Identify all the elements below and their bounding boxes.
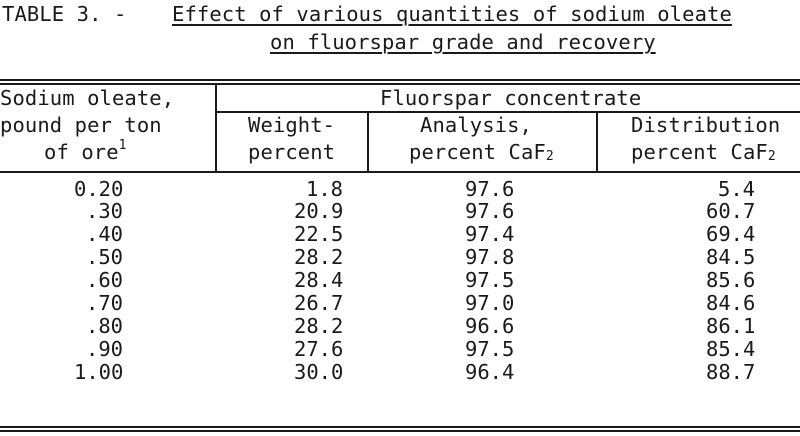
cell-oleate: .50 [86,245,124,269]
divider-col3 [596,112,598,172]
cell-analysis: 97.6 [465,199,515,223]
header-analysis-text: percent CaF [409,140,546,164]
header-oleate-text: of ore [44,140,119,164]
cell-weight: 28.2 [294,314,344,338]
cell-analysis: 97.0 [465,291,515,315]
cell-weight: 22.5 [294,222,344,246]
header-weight-line1: Weight- [248,113,336,137]
table-row: .50 28.2 97.8 84.5 [0,245,800,269]
cell-analysis: 97.5 [465,337,515,361]
table-row: .40 22.5 97.4 69.4 [0,222,800,246]
divider-col1 [215,84,217,172]
table-row: .60 28.4 97.5 85.6 [0,268,800,292]
cell-oleate: 1.00 [74,360,124,384]
cell-oleate: .80 [86,314,124,338]
cell-analysis: 97.4 [465,222,515,246]
table-title-line1: Effect of various quantities of sodium o… [172,2,732,26]
cell-analysis: 96.4 [465,360,515,384]
header-distribution-line2: percent CaF2 [631,140,776,164]
footnote-marker: 1 [118,138,127,154]
table-top-rule-2 [0,83,800,85]
cell-oleate: .40 [86,222,124,246]
cell-distribution: 84.6 [706,291,756,315]
table-bottom-rule [0,426,800,428]
group-header-rule [216,111,800,113]
header-distribution-line1: Distribution [631,113,781,137]
subscript-2: 2 [545,149,554,164]
cell-weight: 26.7 [294,291,344,315]
cell-weight: 30.0 [294,360,344,384]
cell-distribution: 86.1 [706,314,756,338]
cell-analysis: 97.6 [465,177,515,201]
table-label: TABLE 3. - [2,2,127,26]
cell-oleate: .60 [86,268,124,292]
header-oleate-line2: pound per ton [0,113,162,137]
table-row: .30 20.9 97.6 60.7 [0,199,800,223]
cell-weight: 20.9 [294,199,344,223]
header-fluorspar-concentrate: Fluorspar concentrate [380,86,642,110]
cell-distribution: 88.7 [706,360,756,384]
table-title-line2: on fluorspar grade and recovery [270,30,656,54]
cell-analysis: 96.6 [465,314,515,338]
table-row: .90 27.6 97.5 85.4 [0,337,800,361]
header-oleate-line3: of ore1 [44,138,127,164]
cell-distribution: 69.4 [706,222,756,246]
cell-distribution: 60.7 [706,199,756,223]
table-top-rule [0,79,800,81]
cell-analysis: 97.8 [465,245,515,269]
divider-col2 [367,112,369,172]
header-distribution-text: percent CaF [631,140,768,164]
table-row: 0.20 1.8 97.6 5.4 [0,177,800,201]
table-row: .70 26.7 97.0 84.6 [0,291,800,315]
cell-oleate: .70 [86,291,124,315]
cell-weight: 28.4 [294,268,344,292]
header-analysis-line2: percent CaF2 [409,140,554,164]
header-oleate-line1: Sodium oleate, [0,86,175,110]
cell-oleate: .30 [86,199,124,223]
cell-weight: 1.8 [306,177,344,201]
table-row: 1.00 30.0 96.4 88.7 [0,360,800,384]
cell-analysis: 97.5 [465,268,515,292]
cell-distribution: 85.6 [706,268,756,292]
header-bottom-rule [0,171,800,173]
cell-oleate: .90 [86,337,124,361]
table-row: .80 28.2 96.6 86.1 [0,314,800,338]
cell-distribution: 5.4 [718,177,756,201]
cell-distribution: 84.5 [706,245,756,269]
subscript-2: 2 [767,149,776,164]
header-weight-line2: percent [248,140,336,164]
cell-weight: 28.2 [294,245,344,269]
cell-distribution: 85.4 [706,337,756,361]
header-analysis-line1: Analysis, [420,113,532,137]
table-bottom-rule-2 [0,430,800,432]
cell-weight: 27.6 [294,337,344,361]
cell-oleate: 0.20 [74,177,124,201]
